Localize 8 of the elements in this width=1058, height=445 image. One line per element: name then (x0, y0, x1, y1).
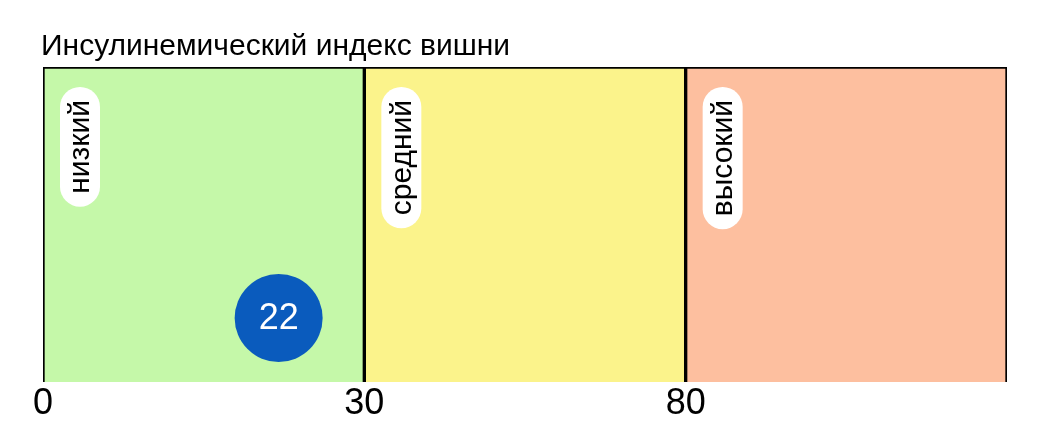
category-label: средний (383, 99, 417, 216)
data-label: 30 (344, 380, 385, 422)
category-label: высокий (704, 100, 738, 217)
text: Инсулинемический индекс вишни (41, 28, 511, 61)
data-label: 0 (32, 380, 54, 422)
text: 22 (258, 295, 299, 337)
category-label: низкий (62, 99, 96, 194)
data-label: 80 (665, 380, 706, 422)
